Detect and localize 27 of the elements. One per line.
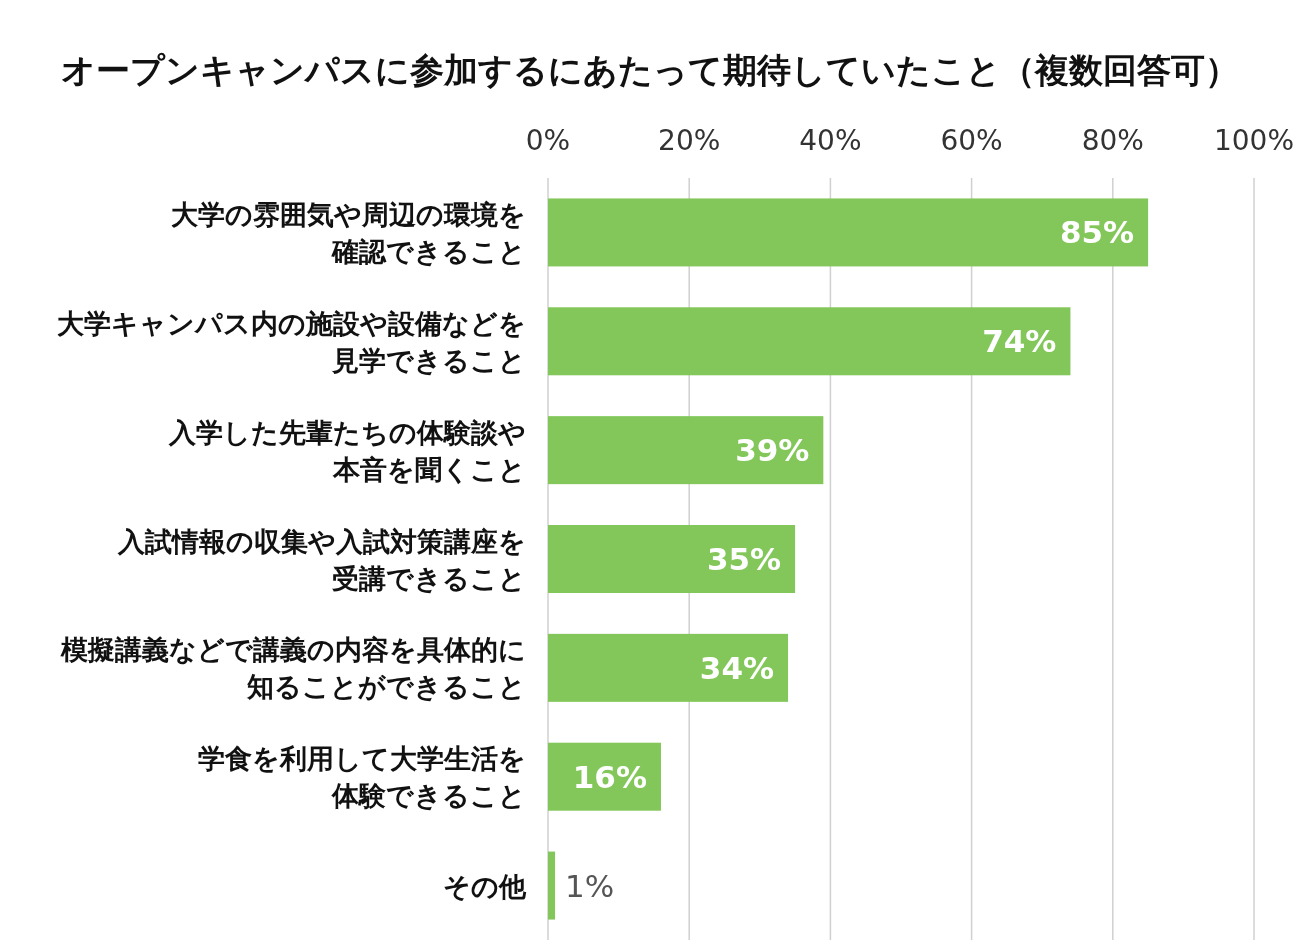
chart-title: オープンキャンパスに参加するにあたって期待していたこと（複数回答可） xyxy=(61,50,1239,90)
y-tick-label: 入試情報の収集や入試対策講座を受講できること xyxy=(117,525,526,594)
y-tick-label: 大学の雰囲気や周辺の環境を確認できること xyxy=(171,198,526,267)
data-label: 16% xyxy=(572,758,647,795)
bar xyxy=(548,307,1071,376)
y-tick-label: 大学キャンパス内の施設や設備などを見学できること xyxy=(57,307,526,376)
x-tick-label: 40% xyxy=(799,124,862,157)
y-tick-label: 入学した先輩たちの体験談や本音を聞くこと xyxy=(168,416,526,485)
x-tick-label: 60% xyxy=(940,124,1003,157)
y-tick-label: その他 xyxy=(443,870,527,902)
data-label: 39% xyxy=(735,432,810,469)
bar xyxy=(548,851,556,920)
x-tick-label: 80% xyxy=(1081,124,1144,157)
x-tick-label: 100% xyxy=(1213,124,1295,157)
data-label: 1% xyxy=(565,867,615,904)
data-label: 35% xyxy=(706,541,782,577)
bar xyxy=(548,633,789,702)
bar xyxy=(548,525,796,593)
x-tick-label: 0% xyxy=(525,124,571,157)
data-label: 74% xyxy=(982,323,1057,360)
x-tick-label: 20% xyxy=(658,124,721,157)
y-tick-label: 模擬講義などで講義の内容を具体的に知ることができること xyxy=(60,634,526,703)
y-tick-label: 学食を利用して大学生活を体験できること xyxy=(198,743,526,812)
bar xyxy=(548,198,1149,267)
bar xyxy=(548,416,824,485)
data-label: 85% xyxy=(1059,214,1135,251)
data-label: 34% xyxy=(699,649,775,686)
